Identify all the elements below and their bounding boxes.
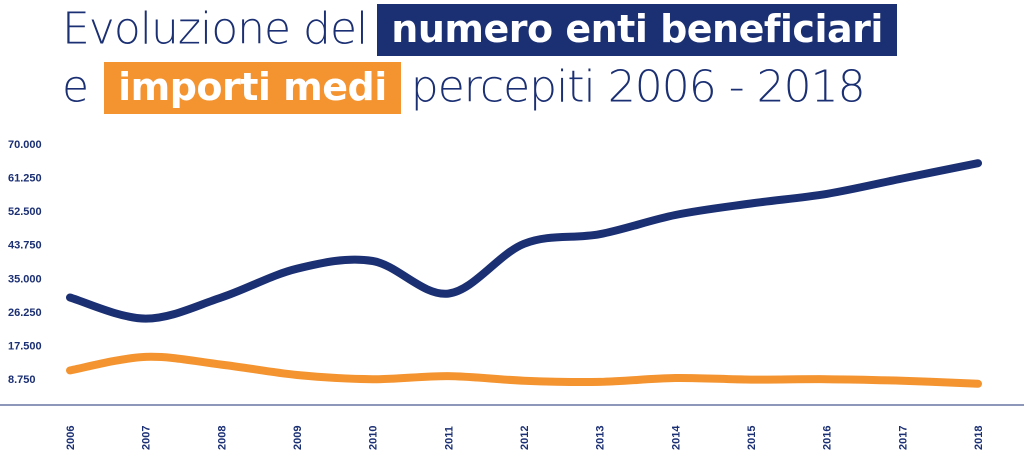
y-tick-label: 8.750 (8, 374, 36, 386)
y-tick-label: 26.250 (8, 307, 42, 319)
y-axis: 70.000 61.250 52.500 43.750 35.000 26.250 17.5… (8, 139, 42, 386)
x-tick-label: 2014 (670, 425, 682, 450)
series-line-2 (66, 352, 982, 388)
y-tick-label: 43.750 (8, 240, 42, 252)
title-text-e: e (62, 61, 89, 113)
title-highlight-importi-medi: importi medi (104, 61, 401, 114)
x-tick-label: 2013 (595, 426, 607, 450)
x-tick-label: 2017 (897, 426, 909, 450)
series-line-1 (66, 159, 982, 323)
title-text-evoluzione: Evoluzione del (62, 3, 368, 55)
x-axis: 2006 2007 2008 2009 2010 2011 2012 2013 2014 2015… (65, 425, 985, 450)
x-tick-label: 2010 (368, 426, 380, 450)
x-tick-label: 2012 (519, 426, 531, 450)
y-tick-label: 52.500 (8, 206, 42, 218)
x-tick-label: 2006 (65, 426, 77, 450)
x-tick-label: 2015 (746, 426, 758, 450)
x-tick-label: 2016 (822, 426, 834, 450)
y-tick-label: 70.000 (8, 139, 42, 151)
y-tick-label: 35.000 (8, 273, 42, 285)
series-layer (66, 159, 982, 388)
y-tick-label: 17.500 (8, 340, 42, 352)
title-line-1: Evoluzione del numero enti beneficiari (62, 0, 1002, 58)
title-text-percepiti: percepiti 2006 - 2018 (410, 61, 866, 113)
x-tick-label: 2011 (443, 426, 455, 450)
x-tick-label: 2007 (141, 426, 153, 450)
title-line-2: e importi medi percepiti 2006 - 2018 (62, 58, 1002, 116)
x-tick-label: 2008 (216, 426, 228, 450)
y-tick-label: 61.250 (8, 173, 42, 185)
title-highlight-numero-enti: numero enti beneficiari (377, 3, 897, 56)
x-tick-label: 2018 (973, 426, 985, 450)
x-tick-label: 2009 (292, 426, 304, 450)
